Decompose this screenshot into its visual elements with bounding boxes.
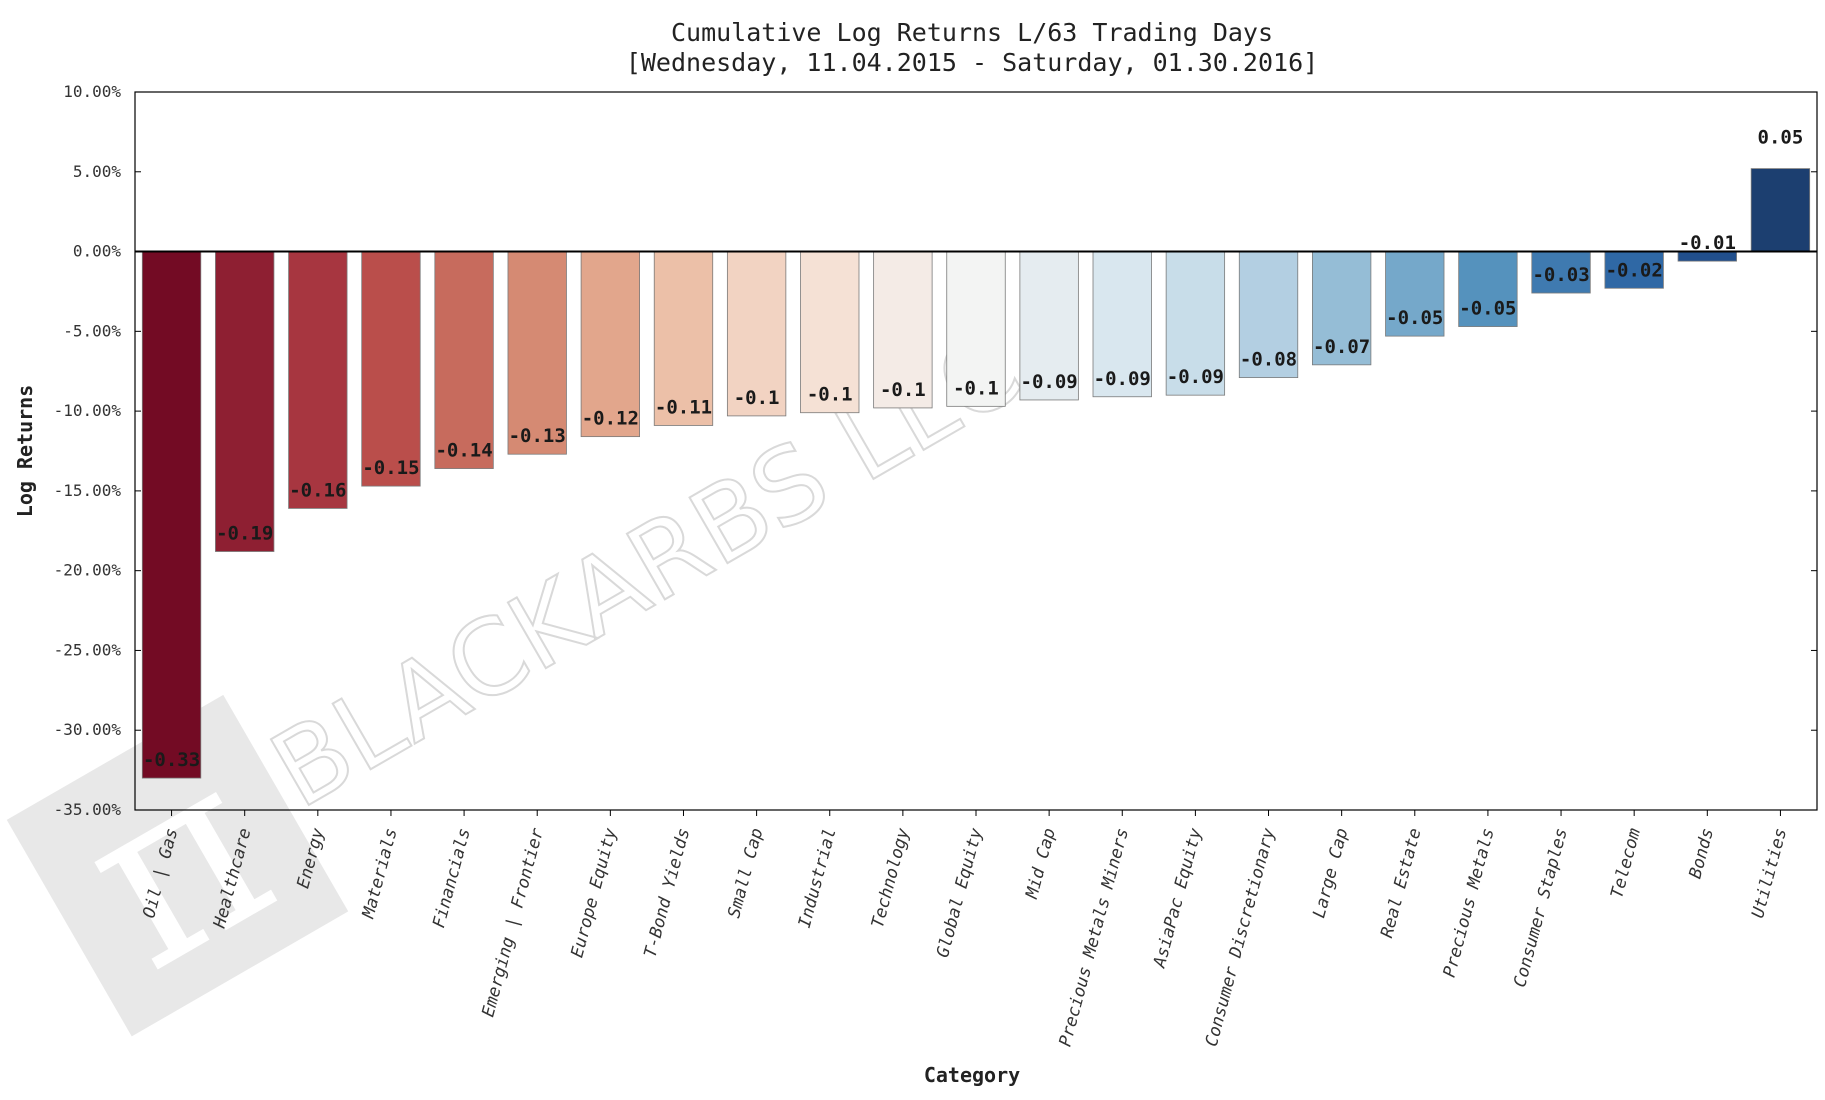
x-tick-label: Industrial (795, 826, 841, 930)
bar (141, 251, 202, 779)
data-label: -0.08 (1240, 349, 1297, 371)
y-tick-label: 10.00% (63, 82, 121, 101)
x-tick-label: Real Estate (1377, 826, 1425, 940)
bar (946, 251, 1006, 407)
data-label: -0.1 (807, 384, 853, 406)
y-tick-label: -25.00% (54, 640, 122, 659)
data-label: -0.09 (1094, 368, 1151, 390)
chart-subtitle: [Wednesday, 11.04.2015 - Saturday, 01.30… (626, 48, 1318, 77)
y-tick-label: -5.00% (63, 321, 121, 340)
x-axis-label: Category (924, 1063, 1020, 1087)
data-label: 0.05 (1758, 127, 1804, 149)
data-label: -0.1 (953, 377, 999, 399)
bar (1165, 251, 1226, 396)
watermark-logo-square (6, 694, 349, 1037)
x-tick-label: Global Equity (933, 825, 987, 959)
data-label: -0.19 (216, 523, 273, 545)
data-label: -0.07 (1313, 336, 1370, 358)
y-tick-label: 5.00% (73, 162, 122, 181)
data-label: -0.03 (1532, 264, 1589, 286)
x-tick-label: Financials (429, 826, 475, 930)
data-label: -0.05 (1386, 307, 1443, 329)
bar (1531, 251, 1591, 294)
y-axis-label: Log Returns (13, 385, 37, 517)
x-tick-label: Mid Cap (1022, 826, 1060, 901)
data-label: -0.14 (435, 440, 492, 462)
y-tick-label: -30.00% (54, 720, 122, 739)
data-label: -0.1 (880, 379, 926, 401)
bar (653, 251, 714, 426)
y-tick-label: -20.00% (54, 561, 122, 580)
data-label: -0.12 (582, 408, 639, 430)
x-tick-label: AsiaPac Equity (1150, 825, 1207, 970)
data-label: -0.02 (1606, 259, 1663, 281)
chart-title: Cumulative Log Returns L/63 Trading Days (671, 18, 1273, 47)
bar (1385, 251, 1445, 337)
data-label: -0.09 (1167, 366, 1224, 388)
data-label: -0.13 (509, 425, 566, 447)
data-label: -0.16 (289, 479, 346, 501)
x-tick-label: T-Bond Yields (641, 826, 695, 960)
bar (1750, 168, 1811, 252)
data-label: -0.1 (734, 387, 780, 409)
x-tick-label: Large Cap (1309, 826, 1352, 920)
x-tick-label: Materials (358, 826, 401, 921)
x-tick-label: Small Cap (724, 826, 767, 920)
x-tick-label: Bonds (1686, 826, 1719, 881)
x-tick-label: Consumer Staples (1510, 826, 1572, 989)
bar (726, 251, 787, 417)
bar (873, 251, 933, 409)
x-tick-label: Emerging | Frontier (478, 825, 548, 1019)
data-label: -0.11 (655, 396, 712, 418)
x-tick-label: Europe Equity (567, 825, 621, 959)
bar (580, 251, 640, 438)
bar (288, 251, 348, 509)
data-label: -0.09 (1021, 371, 1078, 393)
bar (507, 251, 567, 455)
x-tick-label: Technology (868, 825, 914, 930)
y-tick-label: 0.00% (73, 242, 122, 261)
data-label: -0.33 (143, 749, 200, 771)
y-tick-label: -10.00% (54, 401, 122, 420)
data-label: -0.05 (1459, 298, 1516, 320)
bar (1312, 251, 1372, 366)
bar (1458, 251, 1518, 327)
bar (800, 251, 860, 414)
bar (1092, 251, 1152, 398)
data-label: -0.15 (362, 457, 419, 479)
y-tick-label: -15.00% (54, 481, 122, 500)
x-tick-label: Consumer Discretionary (1202, 825, 1280, 1048)
bar (434, 251, 494, 469)
x-tick-label: Precious Metals Miners (1055, 826, 1133, 1049)
plot-frame (134, 91, 1818, 811)
data-label: -0.01 (1679, 232, 1736, 254)
bar (1604, 251, 1664, 289)
y-tick-label: -35.00% (54, 800, 122, 819)
x-tick-label: Precious Metals (1440, 826, 1499, 979)
bar (215, 251, 275, 552)
x-tick-label: Telecom (1607, 826, 1645, 900)
x-tick-label: Utilities (1748, 826, 1791, 920)
bar (361, 251, 421, 487)
